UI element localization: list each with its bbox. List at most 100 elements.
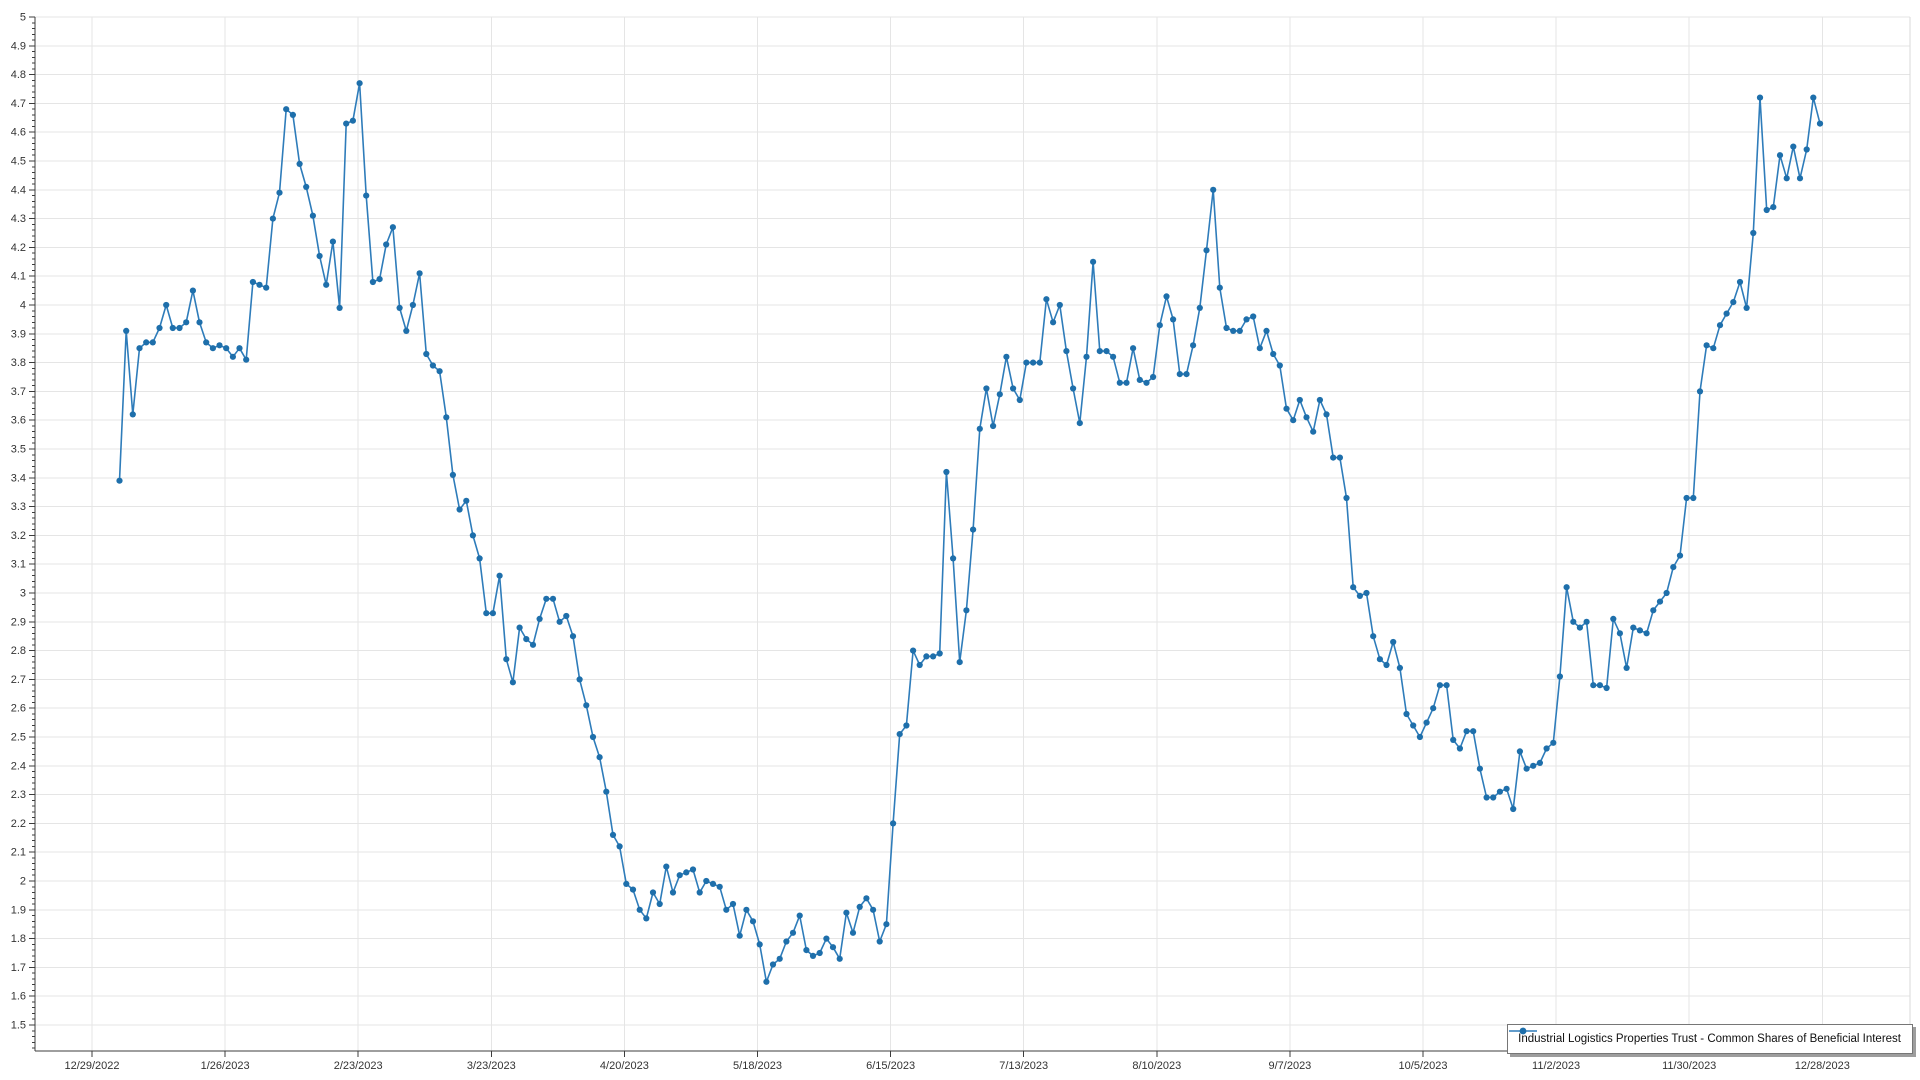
data-point[interactable]: [116, 477, 123, 484]
data-point[interactable]: [489, 610, 496, 617]
data-point[interactable]: [1556, 673, 1563, 680]
data-point[interactable]: [1143, 379, 1150, 386]
data-point[interactable]: [1776, 152, 1784, 159]
data-point[interactable]: [596, 754, 603, 761]
data-point[interactable]: [1050, 319, 1057, 326]
data-point[interactable]: [236, 345, 243, 352]
data-point[interactable]: [269, 215, 276, 222]
data-point[interactable]: [163, 301, 170, 309]
data-point[interactable]: [1783, 175, 1790, 182]
data-point[interactable]: [870, 906, 877, 913]
data-point[interactable]: [1096, 348, 1103, 355]
data-point[interactable]: [1496, 788, 1503, 795]
data-point[interactable]: [809, 952, 817, 960]
data-point[interactable]: [1530, 762, 1537, 769]
data-point[interactable]: [389, 224, 396, 231]
data-point[interactable]: [129, 411, 136, 418]
data-point[interactable]: [1110, 353, 1117, 360]
data-point[interactable]: [983, 385, 990, 392]
data-point[interactable]: [1710, 345, 1717, 352]
data-point[interactable]: [216, 342, 223, 349]
data-point[interactable]: [1656, 598, 1664, 605]
data-point[interactable]: [1203, 247, 1210, 254]
data-point[interactable]: [383, 241, 390, 248]
data-point[interactable]: [143, 339, 150, 346]
data-point[interactable]: [876, 938, 883, 945]
data-point[interactable]: [416, 270, 423, 277]
data-point[interactable]: [1403, 710, 1410, 718]
data-point[interactable]: [1663, 589, 1670, 597]
data-point[interactable]: [1696, 388, 1704, 395]
data-point[interactable]: [756, 941, 763, 948]
data-point[interactable]: [289, 111, 296, 118]
data-point[interactable]: [469, 532, 476, 539]
data-point[interactable]: [229, 353, 236, 360]
data-point[interactable]: [903, 722, 910, 729]
data-point[interactable]: [329, 238, 336, 245]
data-point[interactable]: [763, 978, 770, 985]
data-point[interactable]: [1163, 293, 1170, 300]
data-point[interactable]: [543, 595, 550, 602]
data-point[interactable]: [956, 659, 963, 666]
data-point[interactable]: [1463, 728, 1470, 735]
data-point[interactable]: [676, 872, 683, 879]
data-point[interactable]: [1790, 143, 1797, 150]
data-point[interactable]: [196, 319, 203, 326]
data-point[interactable]: [616, 843, 623, 850]
data-point[interactable]: [923, 653, 930, 660]
data-point[interactable]: [1370, 633, 1377, 640]
data-point[interactable]: [696, 889, 703, 896]
data-point[interactable]: [1756, 94, 1764, 101]
data-point[interactable]: [1676, 552, 1684, 559]
data-point[interactable]: [1503, 785, 1510, 792]
data-point[interactable]: [296, 160, 303, 167]
data-point[interactable]: [183, 319, 190, 326]
data-point[interactable]: [683, 869, 690, 876]
data-point[interactable]: [1183, 371, 1190, 378]
data-point[interactable]: [263, 284, 270, 291]
data-point[interactable]: [1070, 385, 1077, 392]
data-point[interactable]: [1310, 428, 1317, 435]
data-point[interactable]: [449, 471, 456, 478]
data-point[interactable]: [1610, 615, 1617, 623]
data-point[interactable]: [709, 880, 717, 888]
data-point[interactable]: [970, 526, 977, 533]
data-point[interactable]: [1090, 258, 1097, 265]
data-point[interactable]: [1516, 748, 1523, 755]
data-point[interactable]: [1650, 607, 1657, 614]
data-point[interactable]: [1176, 371, 1183, 378]
data-point[interactable]: [156, 324, 163, 332]
data-point[interactable]: [1223, 324, 1230, 332]
data-point[interactable]: [603, 788, 610, 795]
data-point[interactable]: [1443, 682, 1450, 689]
data-point[interactable]: [1376, 656, 1383, 663]
data-point[interactable]: [1343, 494, 1350, 502]
data-point[interactable]: [1010, 385, 1017, 392]
data-point[interactable]: [503, 656, 510, 663]
data-point[interactable]: [1116, 379, 1123, 386]
data-point[interactable]: [990, 422, 997, 430]
data-point[interactable]: [1730, 299, 1737, 306]
data-point[interactable]: [1063, 348, 1070, 355]
data-point[interactable]: [803, 947, 810, 954]
data-point[interactable]: [1750, 229, 1757, 237]
data-point[interactable]: [529, 641, 537, 648]
data-point[interactable]: [1303, 414, 1310, 421]
data-point[interactable]: [443, 414, 450, 421]
data-point[interactable]: [456, 506, 463, 513]
data-point[interactable]: [1390, 638, 1397, 646]
data-point[interactable]: [283, 106, 290, 113]
data-point[interactable]: [996, 391, 1003, 398]
data-point[interactable]: [1523, 765, 1530, 772]
data-point[interactable]: [1396, 664, 1403, 672]
data-point[interactable]: [1156, 322, 1163, 329]
data-point[interactable]: [1256, 345, 1263, 352]
data-point[interactable]: [1636, 627, 1643, 634]
data-point[interactable]: [576, 676, 583, 683]
data-point[interactable]: [1130, 345, 1137, 352]
data-point[interactable]: [1570, 618, 1577, 625]
data-point[interactable]: [1616, 630, 1623, 637]
data-point[interactable]: [1263, 327, 1270, 334]
data-point[interactable]: [1023, 359, 1030, 366]
data-point[interactable]: [910, 647, 917, 654]
